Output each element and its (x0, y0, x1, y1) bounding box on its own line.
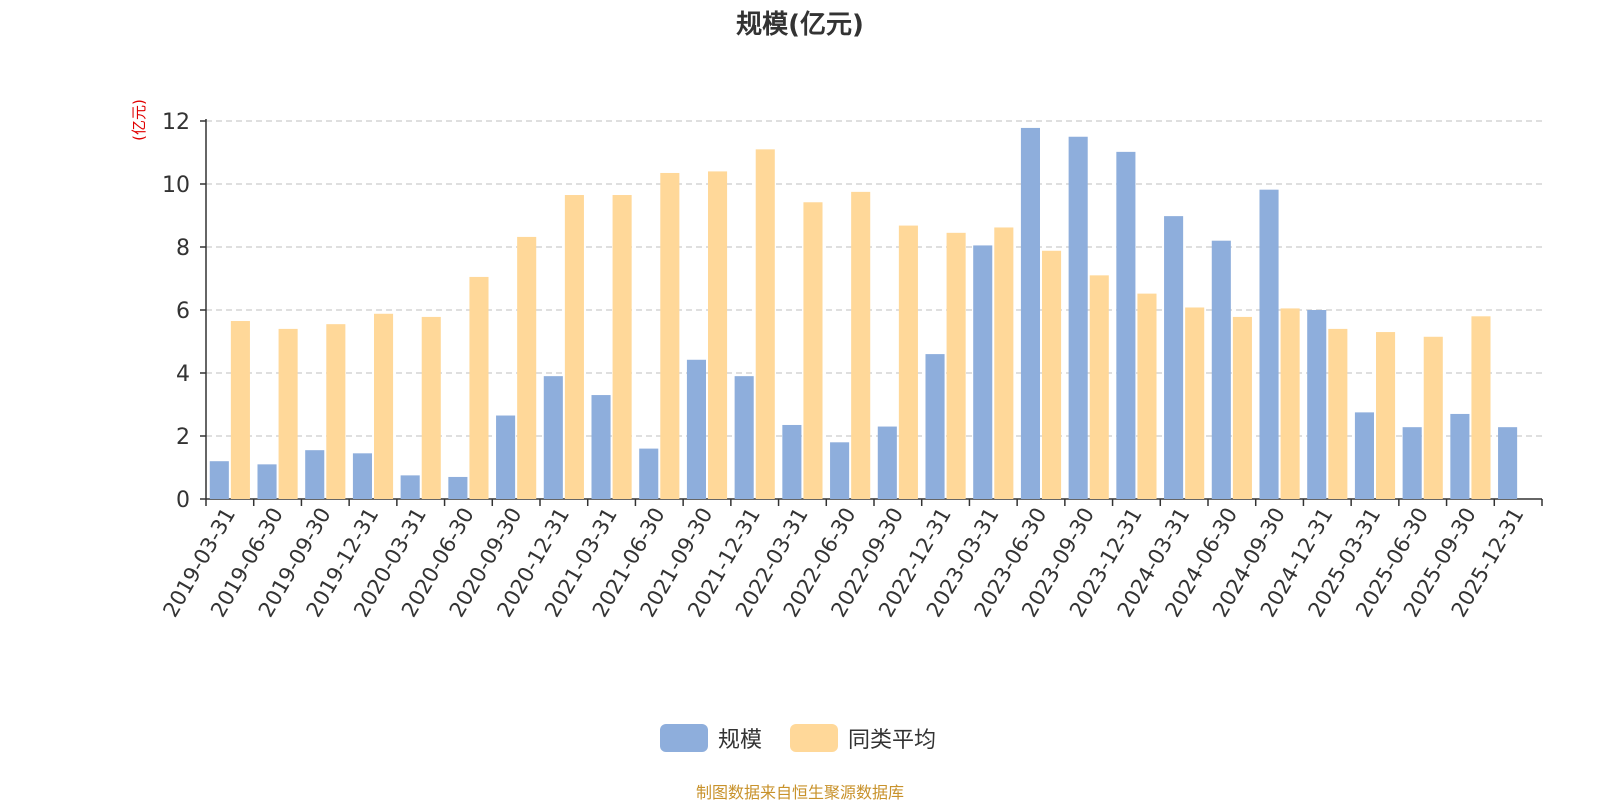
y-tick-label: 2 (176, 425, 190, 450)
bar-peer-average (803, 202, 823, 499)
bar-peer-average (708, 171, 728, 499)
y-tick-label: 6 (176, 299, 190, 324)
source-note: 制图数据来自恒生聚源数据库 (695, 783, 904, 802)
y-tick-label: 12 (162, 110, 190, 135)
y-tick-label: 0 (176, 488, 190, 513)
bar-peer-average (660, 172, 680, 499)
legend: 规模 同类平均 (0, 722, 1600, 754)
bar-peer-average (1089, 275, 1109, 499)
bar-scale (209, 461, 229, 499)
bar-peer-average (374, 313, 394, 499)
bar-scale (352, 453, 372, 499)
bar-peer-average (230, 321, 250, 499)
bar-scale (973, 245, 993, 499)
legend-item-peer-average[interactable]: 同类平均 (790, 722, 936, 754)
bar-peer-average (946, 232, 966, 499)
bar-peer-average (1042, 250, 1062, 499)
y-tick-label: 10 (162, 173, 190, 198)
bar-scale (1116, 151, 1136, 499)
y-tick-label: 8 (176, 236, 190, 261)
bar-scale (734, 376, 754, 499)
legend-label-scale: 规模 (718, 728, 763, 753)
bar-scale (1211, 240, 1231, 499)
bar-peer-average (1376, 332, 1396, 499)
bar-scale (591, 395, 611, 499)
bar-peer-average (1280, 308, 1300, 499)
legend-swatch-scale (660, 724, 708, 752)
bar-scale (1068, 136, 1088, 499)
bar-scale (877, 426, 897, 499)
chart-title: 规模(亿元) (736, 10, 864, 40)
bar-peer-average (278, 328, 298, 499)
bar-scale (543, 376, 563, 499)
bar-scale (1164, 216, 1184, 499)
legend-label-peer-average: 同类平均 (848, 728, 937, 753)
bar-scale (1498, 427, 1518, 499)
bar-peer-average (564, 195, 584, 499)
bar-peer-average (517, 236, 537, 500)
bar-scale (496, 415, 516, 499)
bar-scale (1402, 427, 1422, 499)
bar-peer-average (326, 324, 346, 499)
bar-peer-average (755, 149, 775, 499)
bar-peer-average (851, 191, 871, 499)
bar-scale (830, 442, 850, 499)
bar-peer-average (469, 276, 489, 499)
bar-scale (257, 464, 277, 499)
bar-peer-average (898, 225, 918, 499)
bar-scale (1259, 189, 1279, 500)
bar-scale (305, 450, 325, 499)
bar-scale (782, 424, 802, 499)
bar-scale (1354, 412, 1374, 499)
bar-peer-average (612, 195, 632, 499)
bar-scale (639, 448, 659, 499)
bar-peer-average (421, 316, 441, 499)
bar-scale (1020, 127, 1040, 500)
bar-scale (925, 354, 945, 499)
bar-peer-average (1423, 336, 1443, 499)
bar-scale (686, 359, 706, 499)
bar-peer-average (1137, 293, 1157, 499)
legend-item-scale[interactable]: 规模 (660, 722, 762, 754)
bar-scale (400, 475, 420, 499)
bar-scale (448, 476, 468, 499)
bar-scale (1450, 413, 1470, 499)
bar-scale (1307, 310, 1327, 499)
bar-peer-average (1185, 307, 1205, 499)
bar-peer-average (1232, 316, 1252, 499)
bar-peer-average (1328, 328, 1348, 499)
bar-peer-average (994, 227, 1014, 499)
bar-peer-average (1471, 316, 1491, 499)
legend-swatch-peer-average (790, 724, 838, 752)
y-tick-label: 4 (176, 362, 190, 387)
